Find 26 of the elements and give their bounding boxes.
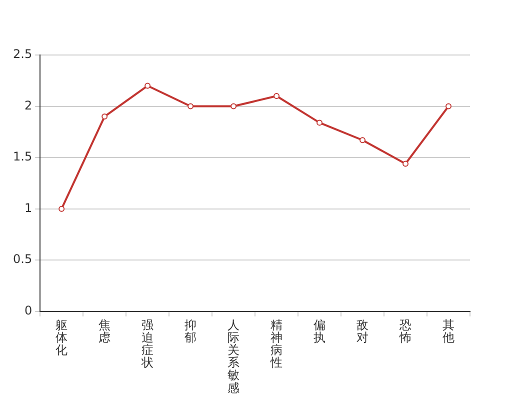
x-tick-label: 焦虑 <box>98 318 111 344</box>
point <box>360 137 366 144</box>
x-tick-label: 其他 <box>442 318 455 344</box>
y-tick-label: 1 <box>24 200 32 215</box>
point <box>446 103 452 110</box>
point <box>188 103 194 110</box>
y-tick-label: 1.5 <box>12 150 32 164</box>
point <box>102 114 108 120</box>
x-tick-label: 恐怖 <box>398 318 412 344</box>
x-tick-label: 敌对 <box>356 318 369 344</box>
y-tick-label: 2.5 <box>12 47 32 62</box>
point <box>230 103 237 110</box>
x-tick-label: 偏执 <box>314 318 326 344</box>
x-tick-label: 强迫症状 <box>140 318 154 370</box>
point <box>274 93 280 100</box>
point <box>402 160 409 167</box>
x-tick-label: 躯体化 <box>56 318 68 358</box>
y-tick-label: 0.5 <box>12 252 32 266</box>
point <box>316 120 323 126</box>
x-tick-label: 精神病性 <box>270 318 283 370</box>
x-tick-label: 人际关系敏感 <box>228 318 240 395</box>
y-tick-label: 2 <box>24 98 32 112</box>
point <box>58 206 65 212</box>
x-tick-label: 抑郁 <box>184 318 197 344</box>
point <box>144 82 151 89</box>
y-tick-label: 0 <box>24 304 32 318</box>
